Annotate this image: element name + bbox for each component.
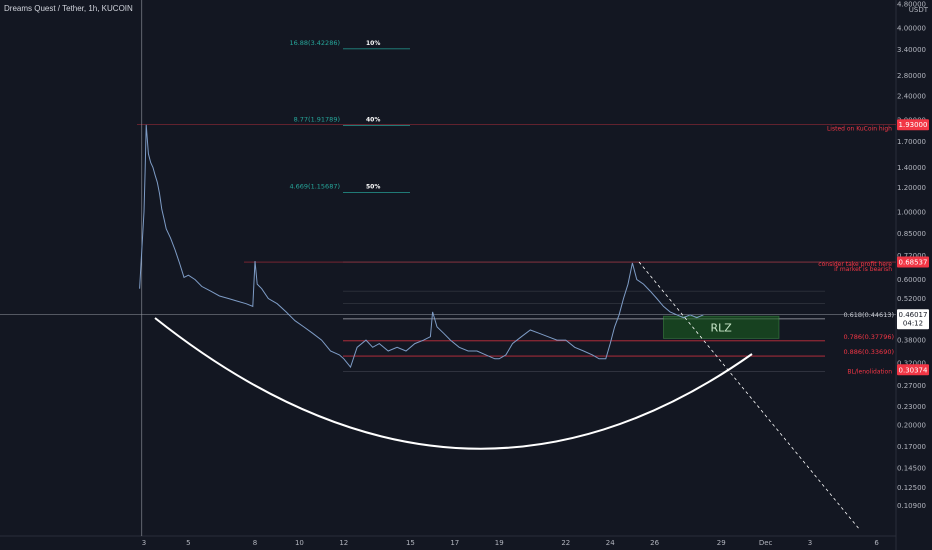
x-tick-label: 26 bbox=[650, 539, 659, 547]
price-series-line bbox=[139, 124, 704, 369]
chart-annotation: BL/lenolidation bbox=[847, 369, 892, 376]
price-label: 0.30374 bbox=[899, 366, 928, 374]
fib-level-label: 0.886(0.33690) bbox=[843, 348, 894, 356]
y-tick-label: 0.38000 bbox=[897, 337, 926, 345]
y-tick-label: 0.12500 bbox=[897, 484, 926, 492]
y-tick-label: 4.80000 bbox=[897, 1, 926, 9]
y-tick-label: 3.40000 bbox=[897, 46, 926, 54]
x-tick-label: Dec bbox=[759, 539, 773, 547]
x-tick-label: 29 bbox=[717, 539, 726, 547]
fib-level-label: 16.88(3.42286) bbox=[289, 39, 340, 47]
y-tick-label: 1.20000 bbox=[897, 184, 926, 192]
y-tick-label: 0.72000 bbox=[897, 252, 926, 260]
x-tick-label: 5 bbox=[186, 539, 190, 547]
price-label-bg bbox=[897, 364, 929, 376]
price-label: 0.46017 bbox=[899, 311, 928, 319]
y-tick-label: 1.70000 bbox=[897, 138, 926, 146]
y-tick-label: 0.27000 bbox=[897, 382, 926, 390]
x-tick-label: 22 bbox=[561, 539, 570, 547]
y-tick-label: 0.60000 bbox=[897, 276, 926, 284]
x-tick-label: 10 bbox=[295, 539, 304, 547]
y-tick-label: 0.85000 bbox=[897, 230, 926, 238]
y-tick-label: 2.40000 bbox=[897, 92, 926, 100]
fib-level-label: 4.669(1.15687) bbox=[289, 183, 340, 191]
x-tick-label: 12 bbox=[339, 539, 348, 547]
price-label-bg bbox=[897, 256, 929, 268]
price-label-countdown: 04:12 bbox=[903, 320, 923, 328]
x-tick-label: 3 bbox=[142, 539, 146, 547]
price-label: 1.93000 bbox=[899, 121, 928, 129]
price-label: 0.68537 bbox=[899, 258, 928, 266]
chart-annotation: Listed on KuCoin high bbox=[827, 125, 892, 132]
rlz-zone bbox=[663, 315, 780, 339]
currency-label: USDT bbox=[909, 6, 929, 14]
fib-level-pct: 50% bbox=[366, 184, 380, 191]
fib-level-label: 0.786(0.37796) bbox=[843, 333, 894, 341]
y-tick-label: 0.10900 bbox=[897, 502, 926, 510]
downtrend-dashed-line bbox=[638, 261, 861, 531]
x-tick-label: 3 bbox=[808, 539, 812, 547]
y-tick-label: 0.14500 bbox=[897, 464, 926, 472]
fib-level-label: 8.77(1.91789) bbox=[294, 116, 340, 124]
x-tick-label: 19 bbox=[495, 539, 504, 547]
fib-level-pct: 40% bbox=[366, 117, 380, 124]
x-tick-label: 6 bbox=[874, 539, 879, 547]
y-tick-label: 1.00000 bbox=[897, 208, 926, 216]
fib-level-pct: 10% bbox=[366, 40, 380, 47]
y-tick-label: 2.80000 bbox=[897, 72, 926, 80]
x-tick-label: 24 bbox=[606, 539, 615, 547]
price-label-bg bbox=[897, 119, 929, 131]
y-tick-label: 0.20000 bbox=[897, 422, 926, 430]
y-tick-label: 4.00000 bbox=[897, 25, 926, 33]
chart-annotation: if market is bearish bbox=[834, 266, 892, 273]
price-axis-bg bbox=[896, 0, 932, 550]
x-tick-label: 17 bbox=[450, 539, 459, 547]
y-tick-label: 0.32000 bbox=[897, 359, 926, 367]
x-tick-label: 8 bbox=[253, 539, 257, 547]
rounding-bottom-curve bbox=[154, 317, 753, 450]
y-tick-label: 0.52000 bbox=[897, 295, 926, 303]
x-tick-label: 15 bbox=[406, 539, 415, 547]
chart-title: Dreams Quest / Tether, 1h, KUCOIN bbox=[4, 4, 133, 13]
chart-annotation: consider take profit here bbox=[818, 261, 892, 268]
rlz-zone-label: RLZ bbox=[711, 321, 733, 334]
y-tick-label: 0.23000 bbox=[897, 403, 926, 411]
y-tick-label: 1.40000 bbox=[897, 164, 926, 172]
price-label-bg bbox=[897, 309, 929, 330]
y-tick-label: 0.17000 bbox=[897, 443, 926, 451]
